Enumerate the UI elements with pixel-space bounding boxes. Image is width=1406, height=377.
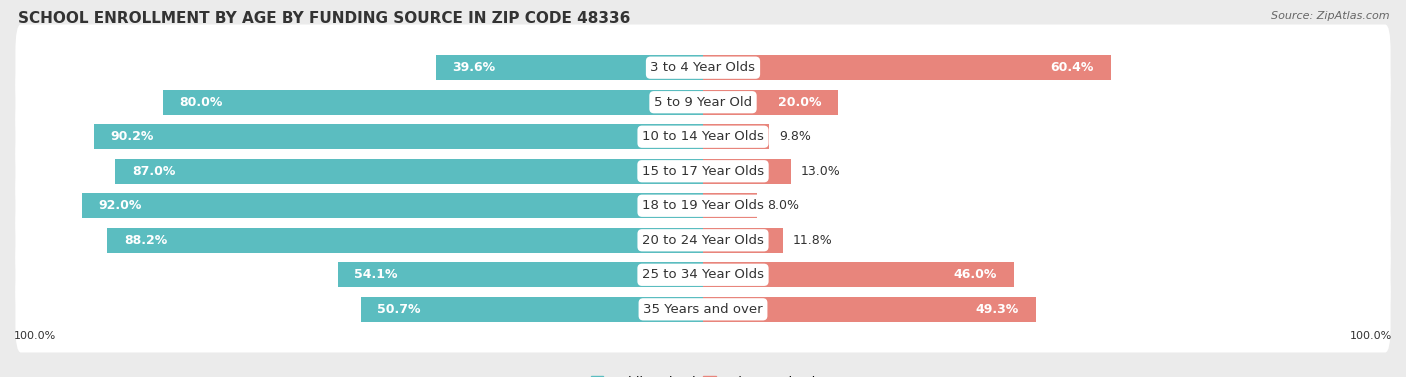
Text: 46.0%: 46.0% bbox=[953, 268, 997, 281]
Bar bbox=[94, 124, 703, 149]
FancyBboxPatch shape bbox=[15, 162, 1391, 249]
Text: Source: ZipAtlas.com: Source: ZipAtlas.com bbox=[1271, 11, 1389, 21]
Text: 50.7%: 50.7% bbox=[377, 303, 420, 316]
Text: 80.0%: 80.0% bbox=[180, 96, 224, 109]
Text: 11.8%: 11.8% bbox=[793, 234, 832, 247]
Bar bbox=[703, 55, 1111, 80]
Text: 90.2%: 90.2% bbox=[111, 130, 155, 143]
Text: 35 Years and over: 35 Years and over bbox=[643, 303, 763, 316]
Bar bbox=[115, 159, 703, 184]
Text: 13.0%: 13.0% bbox=[801, 165, 841, 178]
Bar bbox=[703, 193, 756, 218]
Bar bbox=[82, 193, 703, 218]
Text: 87.0%: 87.0% bbox=[132, 165, 176, 178]
Text: 10 to 14 Year Olds: 10 to 14 Year Olds bbox=[643, 130, 763, 143]
Text: 88.2%: 88.2% bbox=[124, 234, 167, 247]
Text: 5 to 9 Year Old: 5 to 9 Year Old bbox=[654, 96, 752, 109]
FancyBboxPatch shape bbox=[15, 266, 1391, 352]
Text: 92.0%: 92.0% bbox=[98, 199, 142, 212]
Text: 60.4%: 60.4% bbox=[1050, 61, 1094, 74]
Text: 9.8%: 9.8% bbox=[779, 130, 811, 143]
Text: 100.0%: 100.0% bbox=[1350, 331, 1392, 341]
Text: 8.0%: 8.0% bbox=[768, 199, 799, 212]
FancyBboxPatch shape bbox=[15, 59, 1391, 146]
Bar bbox=[360, 297, 703, 322]
FancyBboxPatch shape bbox=[15, 93, 1391, 180]
Bar bbox=[703, 228, 783, 253]
Text: 20.0%: 20.0% bbox=[778, 96, 821, 109]
Text: 20 to 24 Year Olds: 20 to 24 Year Olds bbox=[643, 234, 763, 247]
Text: 49.3%: 49.3% bbox=[976, 303, 1019, 316]
Text: 15 to 17 Year Olds: 15 to 17 Year Olds bbox=[643, 165, 763, 178]
Bar bbox=[163, 90, 703, 115]
Bar bbox=[337, 262, 703, 287]
Bar bbox=[436, 55, 703, 80]
Text: 39.6%: 39.6% bbox=[453, 61, 495, 74]
FancyBboxPatch shape bbox=[15, 197, 1391, 284]
FancyBboxPatch shape bbox=[15, 231, 1391, 318]
Bar bbox=[703, 90, 838, 115]
Bar bbox=[703, 297, 1036, 322]
Text: SCHOOL ENROLLMENT BY AGE BY FUNDING SOURCE IN ZIP CODE 48336: SCHOOL ENROLLMENT BY AGE BY FUNDING SOUR… bbox=[18, 11, 631, 26]
Bar bbox=[703, 124, 769, 149]
Text: 25 to 34 Year Olds: 25 to 34 Year Olds bbox=[643, 268, 763, 281]
Bar bbox=[703, 159, 790, 184]
Text: 54.1%: 54.1% bbox=[354, 268, 398, 281]
FancyBboxPatch shape bbox=[15, 128, 1391, 215]
FancyBboxPatch shape bbox=[15, 25, 1391, 111]
Bar bbox=[703, 262, 1014, 287]
Bar bbox=[107, 228, 703, 253]
Legend: Public School, Private School: Public School, Private School bbox=[591, 375, 815, 377]
Text: 3 to 4 Year Olds: 3 to 4 Year Olds bbox=[651, 61, 755, 74]
Text: 100.0%: 100.0% bbox=[14, 331, 56, 341]
Text: 18 to 19 Year Olds: 18 to 19 Year Olds bbox=[643, 199, 763, 212]
